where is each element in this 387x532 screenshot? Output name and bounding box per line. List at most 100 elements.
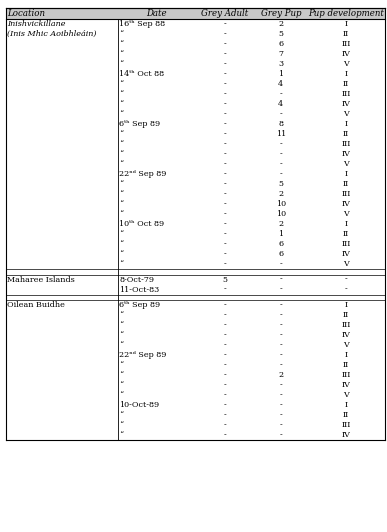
Text: “: “ — [119, 411, 123, 419]
Text: -: - — [279, 401, 282, 409]
Text: -: - — [223, 40, 226, 48]
Text: -: - — [223, 140, 226, 148]
Text: -: - — [223, 371, 226, 379]
Text: I: I — [345, 120, 348, 128]
Text: IV: IV — [342, 100, 351, 108]
Text: -: - — [223, 220, 226, 228]
Text: 14ᵗʰ Oct 88: 14ᵗʰ Oct 88 — [119, 70, 164, 78]
Text: -: - — [223, 20, 226, 28]
Text: “: “ — [119, 230, 123, 238]
Text: II: II — [343, 311, 349, 319]
Text: “: “ — [119, 80, 123, 88]
Text: -: - — [223, 331, 226, 339]
Text: -: - — [223, 311, 226, 319]
Text: “: “ — [119, 30, 123, 38]
Text: “: “ — [119, 311, 123, 319]
Text: 5: 5 — [278, 180, 283, 188]
Text: 8-Oct-79: 8-Oct-79 — [119, 276, 154, 284]
Text: “: “ — [119, 130, 123, 138]
Text: V: V — [343, 260, 349, 268]
Text: “: “ — [119, 90, 123, 98]
Text: II: II — [343, 30, 349, 38]
Text: -: - — [279, 260, 282, 268]
Text: -: - — [223, 60, 226, 68]
Text: -: - — [345, 276, 348, 284]
Text: 4: 4 — [278, 100, 283, 108]
Text: “: “ — [119, 421, 123, 429]
Text: “: “ — [119, 391, 123, 399]
Text: V: V — [343, 110, 349, 118]
Text: -: - — [223, 70, 226, 78]
Text: I: I — [345, 20, 348, 28]
Text: II: II — [343, 361, 349, 369]
Text: IV: IV — [342, 381, 351, 389]
Text: III: III — [341, 190, 351, 198]
Text: 10: 10 — [276, 210, 286, 218]
Text: III: III — [341, 371, 351, 379]
Text: “: “ — [119, 341, 123, 349]
Text: Date: Date — [146, 9, 167, 18]
Text: -: - — [223, 240, 226, 248]
Text: I: I — [345, 220, 348, 228]
Text: IV: IV — [342, 200, 351, 208]
Text: -: - — [223, 411, 226, 419]
Text: -: - — [279, 150, 282, 158]
Text: 3: 3 — [278, 60, 283, 68]
Text: “: “ — [119, 60, 123, 68]
Text: -: - — [345, 286, 348, 294]
Text: -: - — [223, 90, 226, 98]
Text: I: I — [345, 70, 348, 78]
Text: -: - — [279, 381, 282, 389]
Text: Oilean Buidhe: Oilean Buidhe — [7, 301, 65, 309]
Text: 2: 2 — [278, 371, 283, 379]
Text: 7: 7 — [278, 50, 283, 58]
Text: III: III — [341, 90, 351, 98]
Text: 22ⁿᵈ Sep 89: 22ⁿᵈ Sep 89 — [119, 170, 167, 178]
Text: -: - — [223, 190, 226, 198]
Text: -: - — [223, 381, 226, 389]
Text: (Inis Mhic Aoibhleáin): (Inis Mhic Aoibhleáin) — [7, 30, 97, 38]
Text: 6: 6 — [278, 240, 283, 248]
Text: 1: 1 — [278, 230, 283, 238]
Text: IV: IV — [342, 250, 351, 258]
Text: Grey Adult: Grey Adult — [201, 9, 248, 18]
Text: -: - — [223, 260, 226, 268]
Text: 2: 2 — [278, 190, 283, 198]
Text: 6: 6 — [278, 250, 283, 258]
Text: 5: 5 — [222, 276, 227, 284]
Text: -: - — [279, 301, 282, 309]
Text: -: - — [279, 321, 282, 329]
Text: -: - — [279, 341, 282, 349]
Text: 8: 8 — [278, 120, 283, 128]
Text: 16ᵗʰ Sep 88: 16ᵗʰ Sep 88 — [119, 20, 165, 28]
Text: -: - — [223, 120, 226, 128]
Text: 6ᵗʰ Sep 89: 6ᵗʰ Sep 89 — [119, 301, 160, 309]
Text: -: - — [223, 391, 226, 399]
Text: -: - — [223, 230, 226, 238]
Text: Inishvickillane: Inishvickillane — [7, 20, 66, 28]
Text: 11-Oct-83: 11-Oct-83 — [119, 286, 159, 294]
Text: -: - — [223, 80, 226, 88]
Text: Maharee Islands: Maharee Islands — [7, 276, 75, 284]
Text: -: - — [223, 200, 226, 208]
Text: -: - — [279, 160, 282, 168]
Text: “: “ — [119, 100, 123, 108]
Text: III: III — [341, 321, 351, 329]
Text: -: - — [279, 110, 282, 118]
Text: 6ᵗʰ Sep 89: 6ᵗʰ Sep 89 — [119, 120, 160, 128]
Text: I: I — [345, 351, 348, 359]
Text: -: - — [279, 421, 282, 429]
Text: -: - — [279, 411, 282, 419]
Text: “: “ — [119, 50, 123, 58]
Text: II: II — [343, 411, 349, 419]
Text: III: III — [341, 140, 351, 148]
Text: “: “ — [119, 371, 123, 379]
Text: II: II — [343, 80, 349, 88]
Text: -: - — [223, 361, 226, 369]
Text: “: “ — [119, 140, 123, 148]
Text: “: “ — [119, 240, 123, 248]
Text: -: - — [223, 286, 226, 294]
Text: IV: IV — [342, 331, 351, 339]
Text: 2: 2 — [278, 220, 283, 228]
Text: “: “ — [119, 160, 123, 168]
